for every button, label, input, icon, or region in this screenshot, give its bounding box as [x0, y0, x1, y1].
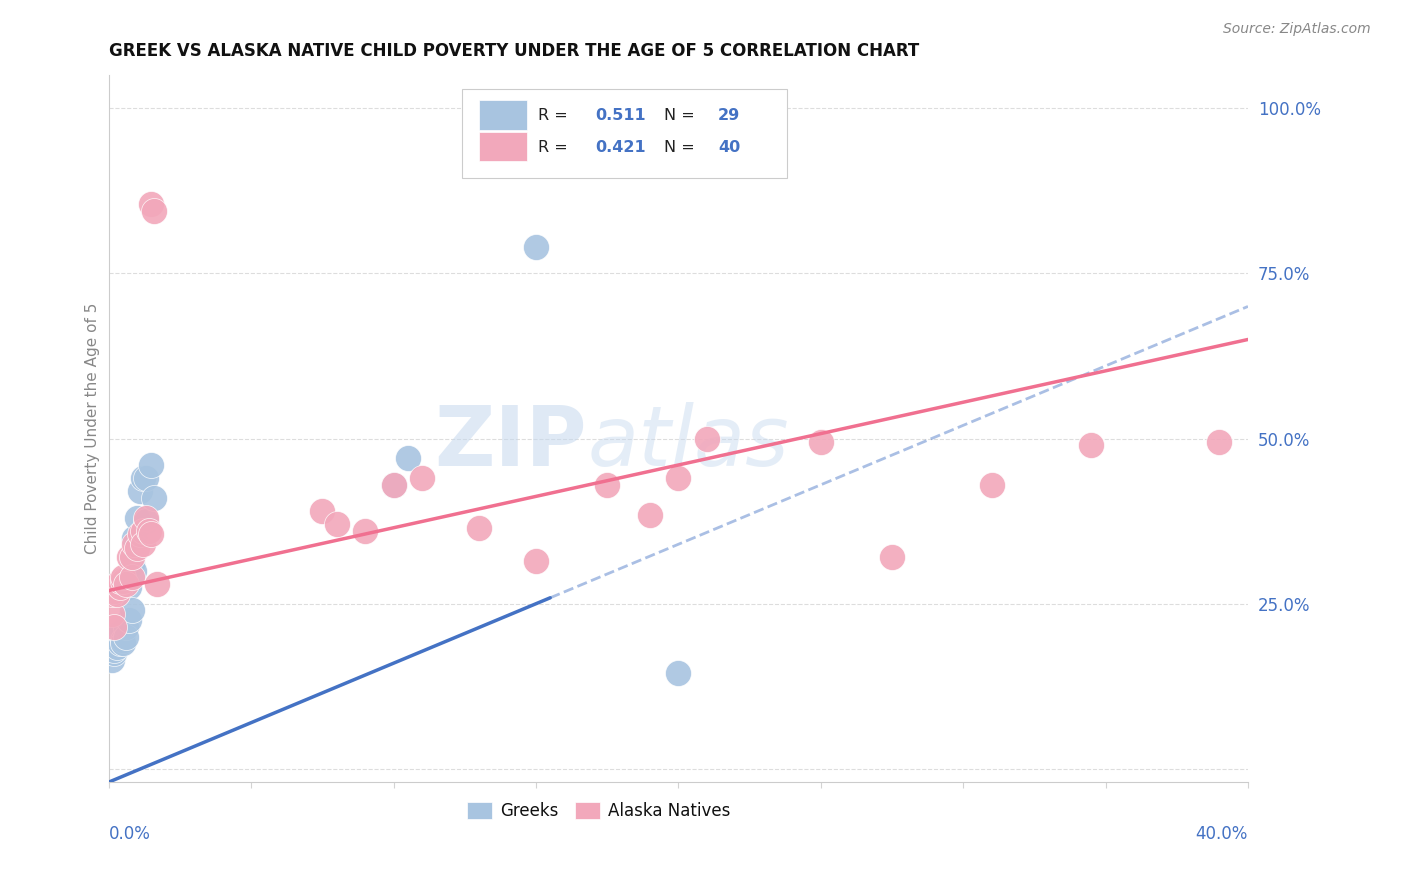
Text: atlas: atlas [588, 402, 789, 483]
Point [127, 511, 149, 525]
FancyBboxPatch shape [479, 100, 527, 129]
Point [143, 203, 166, 218]
Point [382, 478, 405, 492]
Point [396, 451, 419, 466]
Point [108, 580, 131, 594]
Point [141, 527, 163, 541]
Point [138, 524, 160, 538]
Y-axis label: Child Poverty Under the Age of 5: Child Poverty Under the Age of 5 [86, 303, 100, 554]
Text: 40: 40 [718, 140, 741, 155]
Point [468, 521, 491, 535]
Point [108, 574, 131, 588]
Point [100, 607, 122, 621]
Point [115, 630, 138, 644]
Point [100, 653, 122, 667]
Point [129, 484, 152, 499]
Point [596, 478, 619, 492]
Point [135, 514, 157, 528]
Point [115, 620, 138, 634]
Point [111, 570, 134, 584]
Point [103, 583, 125, 598]
Point [1208, 434, 1230, 449]
Text: GREEK VS ALASKA NATIVE CHILD POVERTY UNDER THE AGE OF 5 CORRELATION CHART: GREEK VS ALASKA NATIVE CHILD POVERTY UND… [108, 42, 920, 60]
Text: N =: N = [664, 140, 699, 155]
Point [141, 197, 163, 211]
Text: Source: ZipAtlas.com: Source: ZipAtlas.com [1223, 22, 1371, 37]
Point [115, 577, 138, 591]
Point [980, 478, 1002, 492]
Point [135, 471, 157, 485]
Point [118, 613, 141, 627]
Point [1080, 438, 1102, 452]
Point [132, 524, 155, 538]
Legend: Greeks, Alaska Natives: Greeks, Alaska Natives [460, 796, 737, 827]
Point [127, 541, 149, 555]
Text: 40.0%: 40.0% [1195, 824, 1249, 843]
Point [696, 432, 718, 446]
Point [810, 434, 832, 449]
Point [118, 580, 141, 594]
Point [124, 531, 146, 545]
Point [143, 491, 166, 505]
Point [111, 633, 134, 648]
Point [354, 524, 377, 538]
Point [880, 550, 903, 565]
Point [111, 636, 134, 650]
Point [121, 570, 143, 584]
Point [121, 550, 143, 565]
Point [121, 603, 143, 617]
Text: ZIP: ZIP [434, 402, 588, 483]
Point [121, 557, 143, 571]
FancyBboxPatch shape [479, 132, 527, 161]
Point [141, 458, 163, 472]
Point [666, 666, 689, 681]
Point [311, 504, 333, 518]
Point [111, 574, 134, 588]
Text: 0.0%: 0.0% [108, 824, 150, 843]
Point [108, 626, 131, 640]
Point [146, 577, 169, 591]
Point [105, 587, 128, 601]
Point [382, 478, 405, 492]
Point [108, 636, 131, 650]
Point [524, 240, 547, 254]
Point [124, 537, 146, 551]
FancyBboxPatch shape [463, 89, 786, 178]
Point [103, 643, 125, 657]
Point [132, 537, 155, 551]
Point [100, 587, 122, 601]
Point [638, 508, 661, 522]
Point [325, 517, 347, 532]
Point [132, 471, 155, 485]
Text: R =: R = [538, 140, 574, 155]
Point [100, 646, 122, 660]
Text: 0.511: 0.511 [595, 108, 645, 123]
Text: 29: 29 [718, 108, 741, 123]
Point [129, 527, 152, 541]
Text: 0.421: 0.421 [595, 140, 645, 155]
Point [103, 646, 125, 660]
Point [411, 471, 433, 485]
Point [118, 550, 141, 565]
Point [105, 630, 128, 644]
Point [135, 511, 157, 525]
Point [103, 620, 125, 634]
Text: R =: R = [538, 108, 574, 123]
Point [524, 554, 547, 568]
Point [666, 471, 689, 485]
Point [105, 640, 128, 654]
Point [124, 564, 146, 578]
Text: N =: N = [664, 108, 699, 123]
